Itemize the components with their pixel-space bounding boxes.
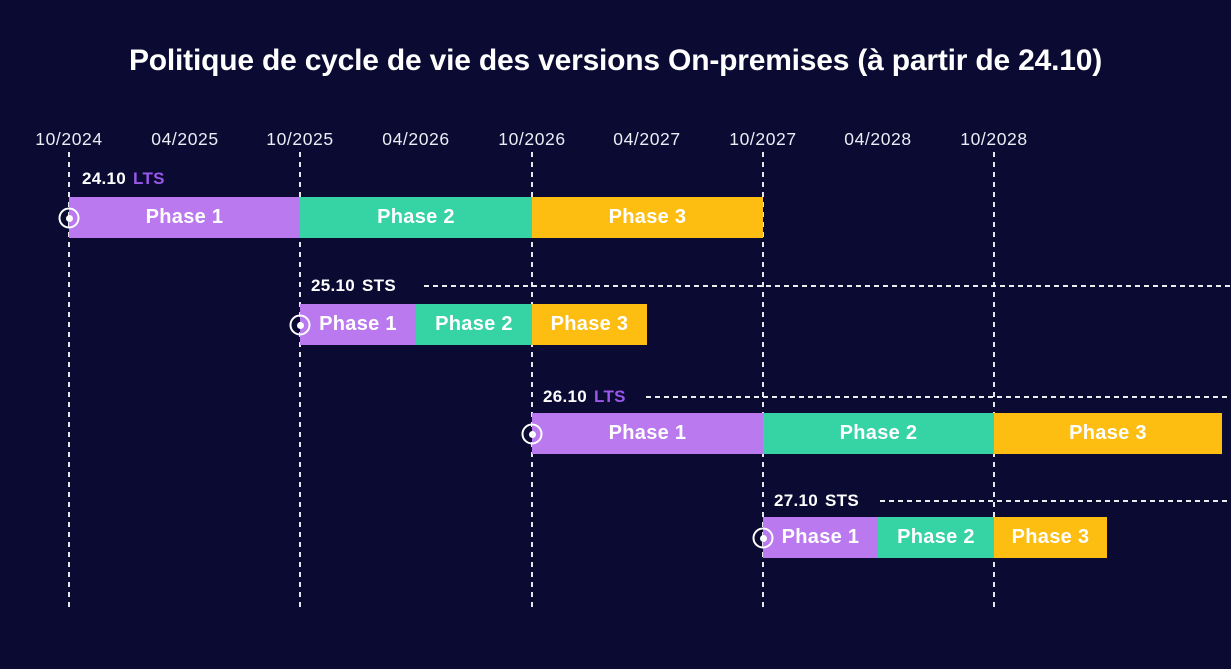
gantt-bar-phase2: Phase 2 [878, 517, 994, 558]
version-type-badge: LTS [133, 169, 165, 188]
release-marker-icon [289, 314, 311, 336]
marker-dot [528, 430, 536, 438]
axis-tick: 10/2025 [266, 129, 334, 149]
gantt-bar-phase2: Phase 2 [300, 197, 532, 238]
version-type-badge: STS [825, 491, 860, 510]
extension-dashed-line [646, 396, 1231, 398]
gantt-bar-phase1: Phase 1 [763, 517, 878, 558]
axis-tick: 10/2027 [729, 129, 797, 149]
axis-tick: 10/2028 [960, 129, 1028, 149]
version-number: 24.10 [82, 169, 127, 188]
version-label-24-10: 24.10 LTS [82, 169, 165, 189]
version-number: 27.10 [774, 491, 819, 510]
version-type-badge: STS [362, 276, 397, 295]
axis-tick: 10/2026 [498, 129, 566, 149]
gantt-bar-phase3: Phase 3 [994, 517, 1107, 558]
axis-tick: 04/2025 [151, 129, 219, 149]
gridline-10-2024 [68, 152, 70, 610]
marker-dot [65, 214, 73, 222]
gridline-10-2025 [299, 152, 301, 610]
version-number: 26.10 [543, 387, 588, 406]
gantt-bar-phase2: Phase 2 [763, 413, 994, 454]
extension-dashed-line [424, 285, 1231, 287]
version-type-badge: LTS [594, 387, 626, 406]
axis-tick: 04/2028 [844, 129, 912, 149]
marker-dot [296, 321, 304, 329]
page-title: Politique de cycle de vie des versions O… [128, 44, 1103, 77]
version-label-26-10: 26.10 LTS [543, 387, 626, 407]
release-marker-icon [58, 207, 80, 229]
version-label-25-10: 25.10 STS [311, 276, 396, 296]
gridline-10-2027 [762, 152, 764, 610]
gantt-bar-phase1: Phase 1 [532, 413, 763, 454]
release-marker-icon [752, 527, 774, 549]
version-number: 25.10 [311, 276, 356, 295]
extension-dashed-line [880, 500, 1231, 502]
gantt-bar-phase3: Phase 3 [994, 413, 1222, 454]
gantt-bar-phase2: Phase 2 [416, 304, 532, 345]
marker-dot [759, 534, 767, 542]
gantt-bar-phase3: Phase 3 [532, 197, 763, 238]
gridline-10-2026 [531, 152, 533, 610]
version-label-27-10: 27.10 STS [774, 491, 859, 511]
gantt-bar-phase1: Phase 1 [300, 304, 416, 345]
gantt-bar-phase3: Phase 3 [532, 304, 647, 345]
axis-tick: 10/2024 [35, 129, 103, 149]
gantt-bar-phase1: Phase 1 [69, 197, 300, 238]
axis-tick: 04/2027 [613, 129, 681, 149]
gridline-10-2028 [993, 152, 995, 610]
axis-tick: 04/2026 [382, 129, 450, 149]
release-marker-icon [521, 423, 543, 445]
